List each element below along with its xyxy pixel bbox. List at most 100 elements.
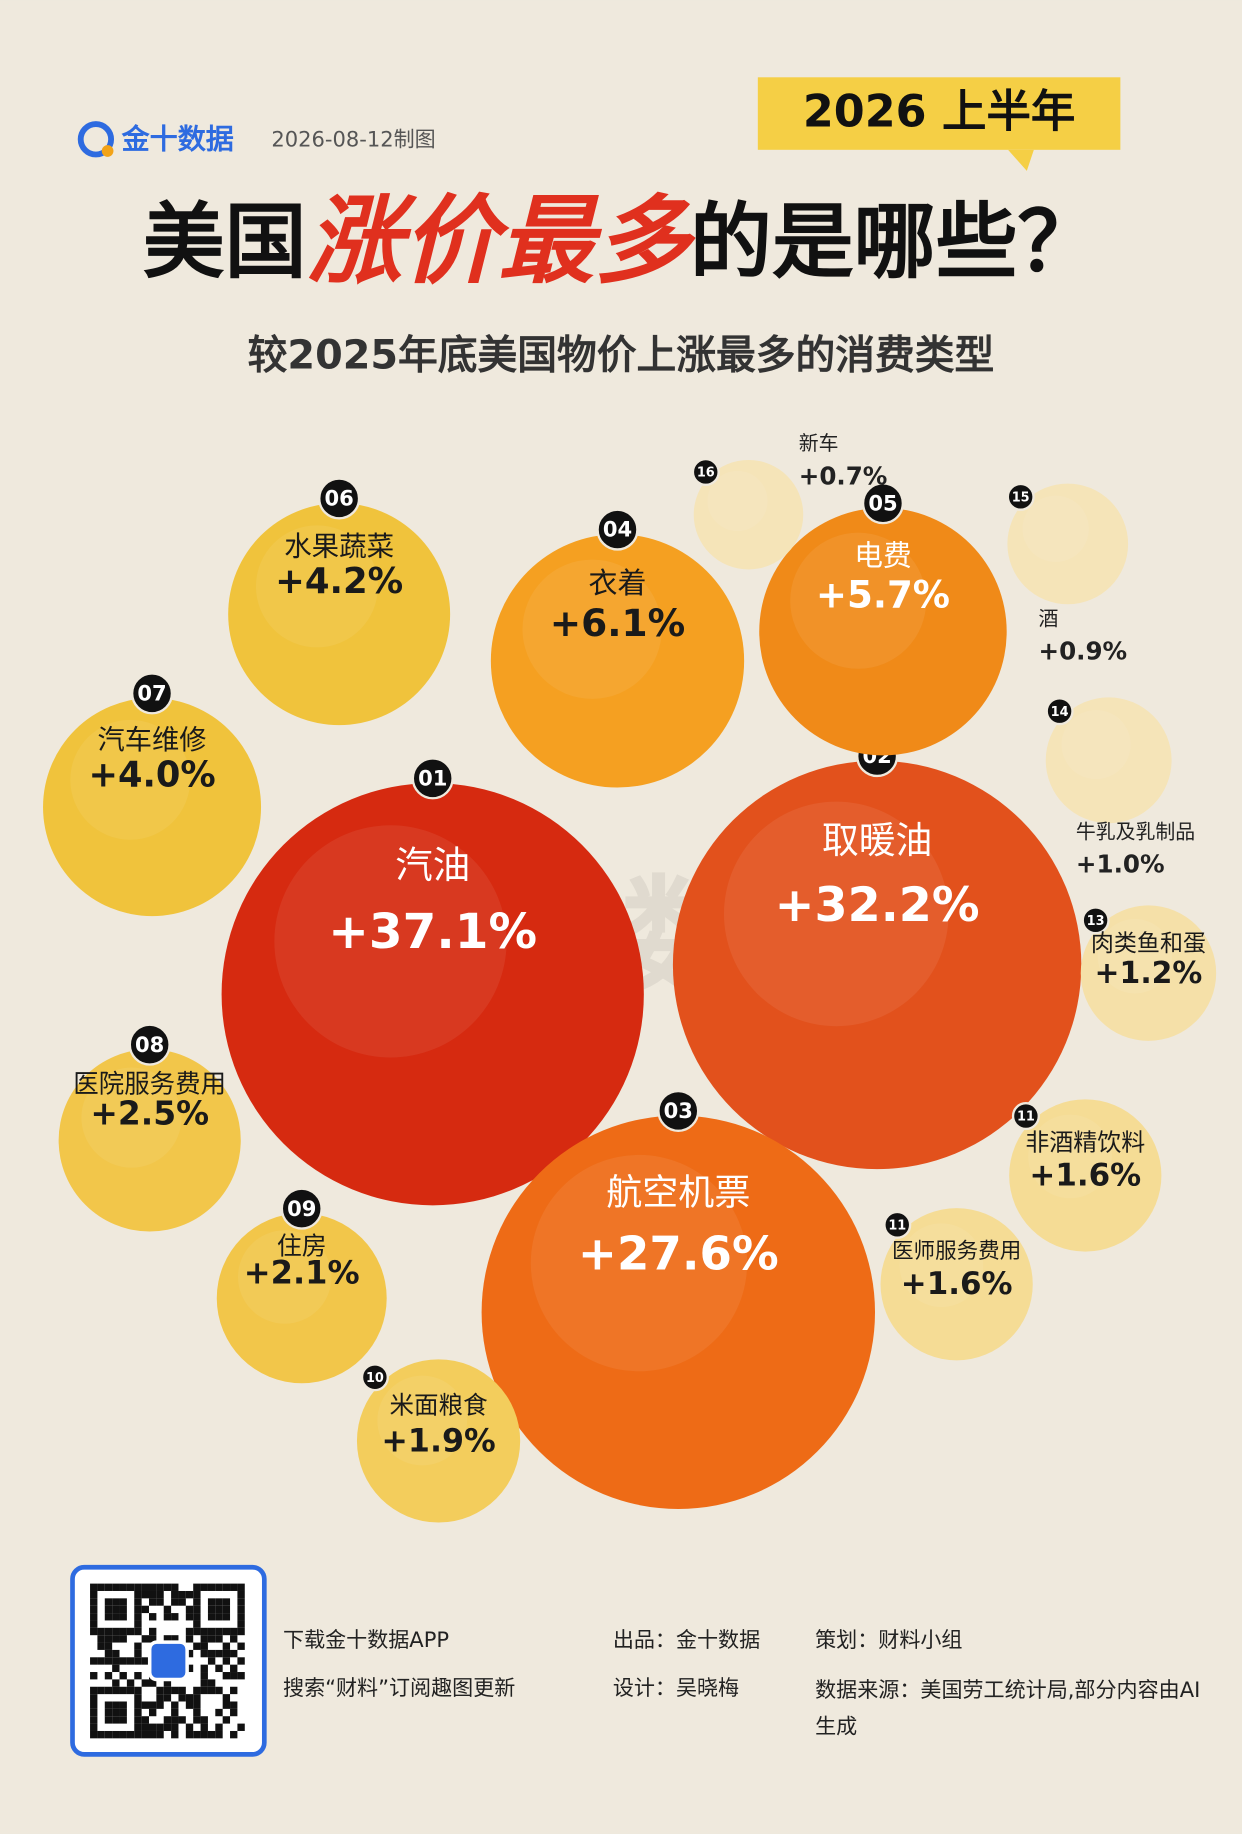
qr-cell <box>119 1686 127 1695</box>
value-label: +6.1% <box>550 601 685 645</box>
qr-cell <box>207 1657 216 1665</box>
qr-cell <box>90 1672 98 1680</box>
category-label: 汽油 <box>395 843 470 887</box>
qr-cell <box>163 1694 172 1702</box>
bubble-highlight <box>255 525 378 648</box>
qr-cell <box>126 1627 135 1636</box>
qr-cell <box>185 1730 194 1739</box>
qr-cell <box>200 1635 208 1643</box>
qr-cell <box>222 1613 231 1621</box>
qr-cell <box>230 1583 238 1591</box>
qr-cell <box>104 1627 113 1636</box>
qr-cell <box>141 1605 149 1614</box>
category-label: 电费 <box>854 538 911 572</box>
qr-cell <box>104 1657 113 1665</box>
qr-cell <box>200 1716 208 1724</box>
qr-cell <box>185 1649 194 1658</box>
bubble <box>693 459 804 570</box>
qr-cell <box>141 1723 149 1731</box>
qr-cell <box>200 1649 208 1658</box>
qr-cell <box>178 1694 186 1702</box>
qr-cell <box>112 1598 120 1606</box>
qr-cell <box>112 1708 120 1717</box>
qr-code <box>90 1583 245 1739</box>
qr-cell <box>222 1672 231 1680</box>
qr-cell <box>171 1635 179 1643</box>
footer: 下载金十数据APP 搜索“财料”订阅趣图更新 出品：金十数据 设计：吴晓梅 策划… <box>70 1564 1200 1757</box>
bubble-highlight <box>1022 495 1089 563</box>
category-label: 医师服务费用 <box>892 1239 1021 1264</box>
qr-cell <box>104 1686 113 1695</box>
badge-box <box>757 77 1121 150</box>
qr-cell <box>112 1605 120 1614</box>
bubble <box>1080 905 1217 1041</box>
rank-badge <box>130 672 174 715</box>
qr-cell <box>112 1679 120 1687</box>
qr-cell <box>185 1694 194 1702</box>
qr-cell <box>97 1686 105 1695</box>
qr-cell <box>222 1716 231 1724</box>
category-label: 取暖油 <box>822 819 932 862</box>
qr-cell <box>119 1708 127 1717</box>
footer-download: 下载金十数据APP <box>283 1627 449 1652</box>
qr-cell <box>207 1627 216 1636</box>
rank-badge <box>1011 1102 1040 1131</box>
bubble <box>1045 697 1172 824</box>
category-label: 新车 <box>799 432 839 455</box>
qr-cell <box>119 1701 127 1709</box>
bubble <box>356 1359 521 1523</box>
qr-cell <box>97 1657 105 1665</box>
badge: 2026 上半年 <box>757 77 1121 171</box>
title: 美国涨价最多的是哪些？ <box>143 185 1100 297</box>
qr-cell <box>237 1620 245 1628</box>
qr-cell <box>207 1583 216 1591</box>
qr-cell <box>134 1730 142 1739</box>
qr-cell <box>90 1708 98 1717</box>
rank-badge <box>1045 697 1074 726</box>
rank-label: 07 <box>137 681 166 706</box>
qr-cell <box>222 1627 231 1636</box>
rank-label: 16 <box>697 466 715 481</box>
bubble <box>228 503 451 726</box>
qr-cell <box>134 1694 142 1702</box>
qr-cell <box>171 1590 179 1599</box>
rank-badge <box>360 1363 389 1392</box>
category-label: 牛乳及乳制品 <box>1076 820 1195 843</box>
footer-producer: 出品：金十数据 <box>613 1627 760 1652</box>
qr-cell <box>156 1590 164 1599</box>
qr-cell <box>193 1590 201 1599</box>
qr-cell <box>104 1598 113 1606</box>
qr-cell <box>207 1679 216 1687</box>
qr-cell <box>134 1672 142 1680</box>
qr-cell <box>148 1635 157 1643</box>
rank-label: 06 <box>325 486 354 511</box>
qr-cell <box>230 1649 238 1658</box>
bubble <box>216 1213 387 1384</box>
qr-cell <box>97 1635 105 1643</box>
qr-cell <box>171 1730 179 1739</box>
qr-cell <box>104 1672 113 1680</box>
qr-cell <box>148 1730 157 1739</box>
value-label: +2.5% <box>90 1093 209 1132</box>
bubble-highlight <box>274 825 507 1058</box>
qr-cell <box>230 1701 238 1709</box>
qr-cell <box>171 1701 179 1709</box>
qr-cell <box>207 1613 216 1621</box>
value-label: +27.6% <box>578 1227 779 1281</box>
date: 2026-08-12制图 <box>271 126 435 151</box>
qr-cell <box>134 1642 142 1650</box>
qr-cell <box>207 1649 216 1658</box>
qr-cell <box>215 1613 223 1621</box>
qr-cell <box>119 1627 127 1636</box>
qr-cell <box>185 1723 194 1731</box>
qr-cell <box>126 1583 135 1591</box>
qr-cell <box>90 1657 98 1665</box>
qr-cell <box>237 1723 245 1731</box>
qr-cell <box>148 1679 157 1687</box>
qr-cell <box>163 1605 172 1614</box>
value-label: +2.1% <box>244 1253 360 1291</box>
qr-cell <box>90 1583 98 1591</box>
bubble <box>1007 483 1129 605</box>
qr-cell <box>104 1716 113 1724</box>
qr-cell <box>141 1716 149 1724</box>
